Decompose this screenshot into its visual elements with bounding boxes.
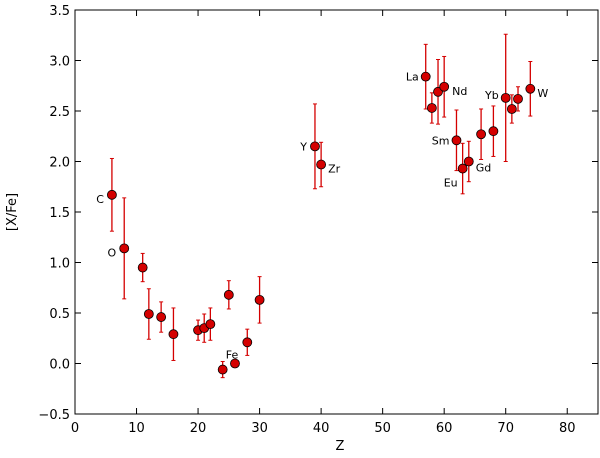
point [513, 93, 523, 104]
y-tick-label: 2.0 [49, 156, 70, 171]
point [119, 243, 130, 254]
point [500, 92, 511, 103]
x-tick-label: 70 [497, 421, 514, 436]
y-axis-label: [X/Fe] [5, 193, 20, 231]
point-label: Yb [484, 89, 499, 102]
point-label: Gd [476, 162, 492, 175]
point [426, 103, 437, 113]
point-label: O [108, 246, 117, 259]
point [451, 135, 462, 146]
x-tick-label: 20 [190, 421, 207, 436]
x-axis-label: Z [336, 439, 345, 454]
y-tick-label: 3.5 [49, 4, 70, 19]
y-tick-label: 1.5 [49, 206, 70, 221]
y-tick-label: 0.5 [49, 307, 70, 322]
point [137, 262, 148, 273]
x-tick-label: 30 [251, 421, 268, 436]
point [254, 294, 265, 305]
x-tick-label: 0 [71, 421, 79, 436]
x-tick-label: 80 [559, 421, 576, 436]
point [230, 358, 240, 369]
point [420, 71, 431, 82]
point [463, 156, 474, 167]
y-tick-label: 3.0 [49, 55, 70, 70]
point [457, 163, 468, 174]
point [156, 312, 167, 322]
point [223, 289, 234, 300]
x-tick-label: 60 [436, 421, 453, 436]
x-tick-label: 50 [374, 421, 391, 436]
point-label: Nd [452, 85, 467, 98]
point [310, 141, 320, 152]
point-label: Sm [432, 134, 450, 147]
point-label: Y [299, 140, 307, 153]
point [242, 337, 253, 348]
point [143, 309, 154, 319]
point [107, 189, 117, 200]
plot-frame [74, 9, 599, 415]
y-tick-label: 1.0 [49, 257, 70, 272]
point [476, 129, 486, 140]
point-label: Eu [444, 177, 458, 190]
point [488, 126, 499, 137]
point [506, 104, 517, 114]
point-label: W [537, 87, 548, 100]
y-tick-label: −0.5 [38, 408, 70, 423]
point [316, 159, 327, 170]
point-label: La [406, 71, 419, 84]
point [205, 319, 216, 330]
point-label: C [96, 193, 104, 206]
x-tick-label: 40 [313, 421, 330, 436]
point [525, 83, 536, 94]
y-tick-label: 0.0 [49, 358, 70, 373]
point [168, 329, 179, 340]
y-tick-label: 2.5 [49, 105, 70, 120]
point [217, 364, 228, 375]
point [439, 81, 450, 92]
point-label: Zr [328, 163, 341, 176]
point-label: Fe [226, 349, 239, 362]
x-tick-label: 10 [128, 421, 145, 436]
